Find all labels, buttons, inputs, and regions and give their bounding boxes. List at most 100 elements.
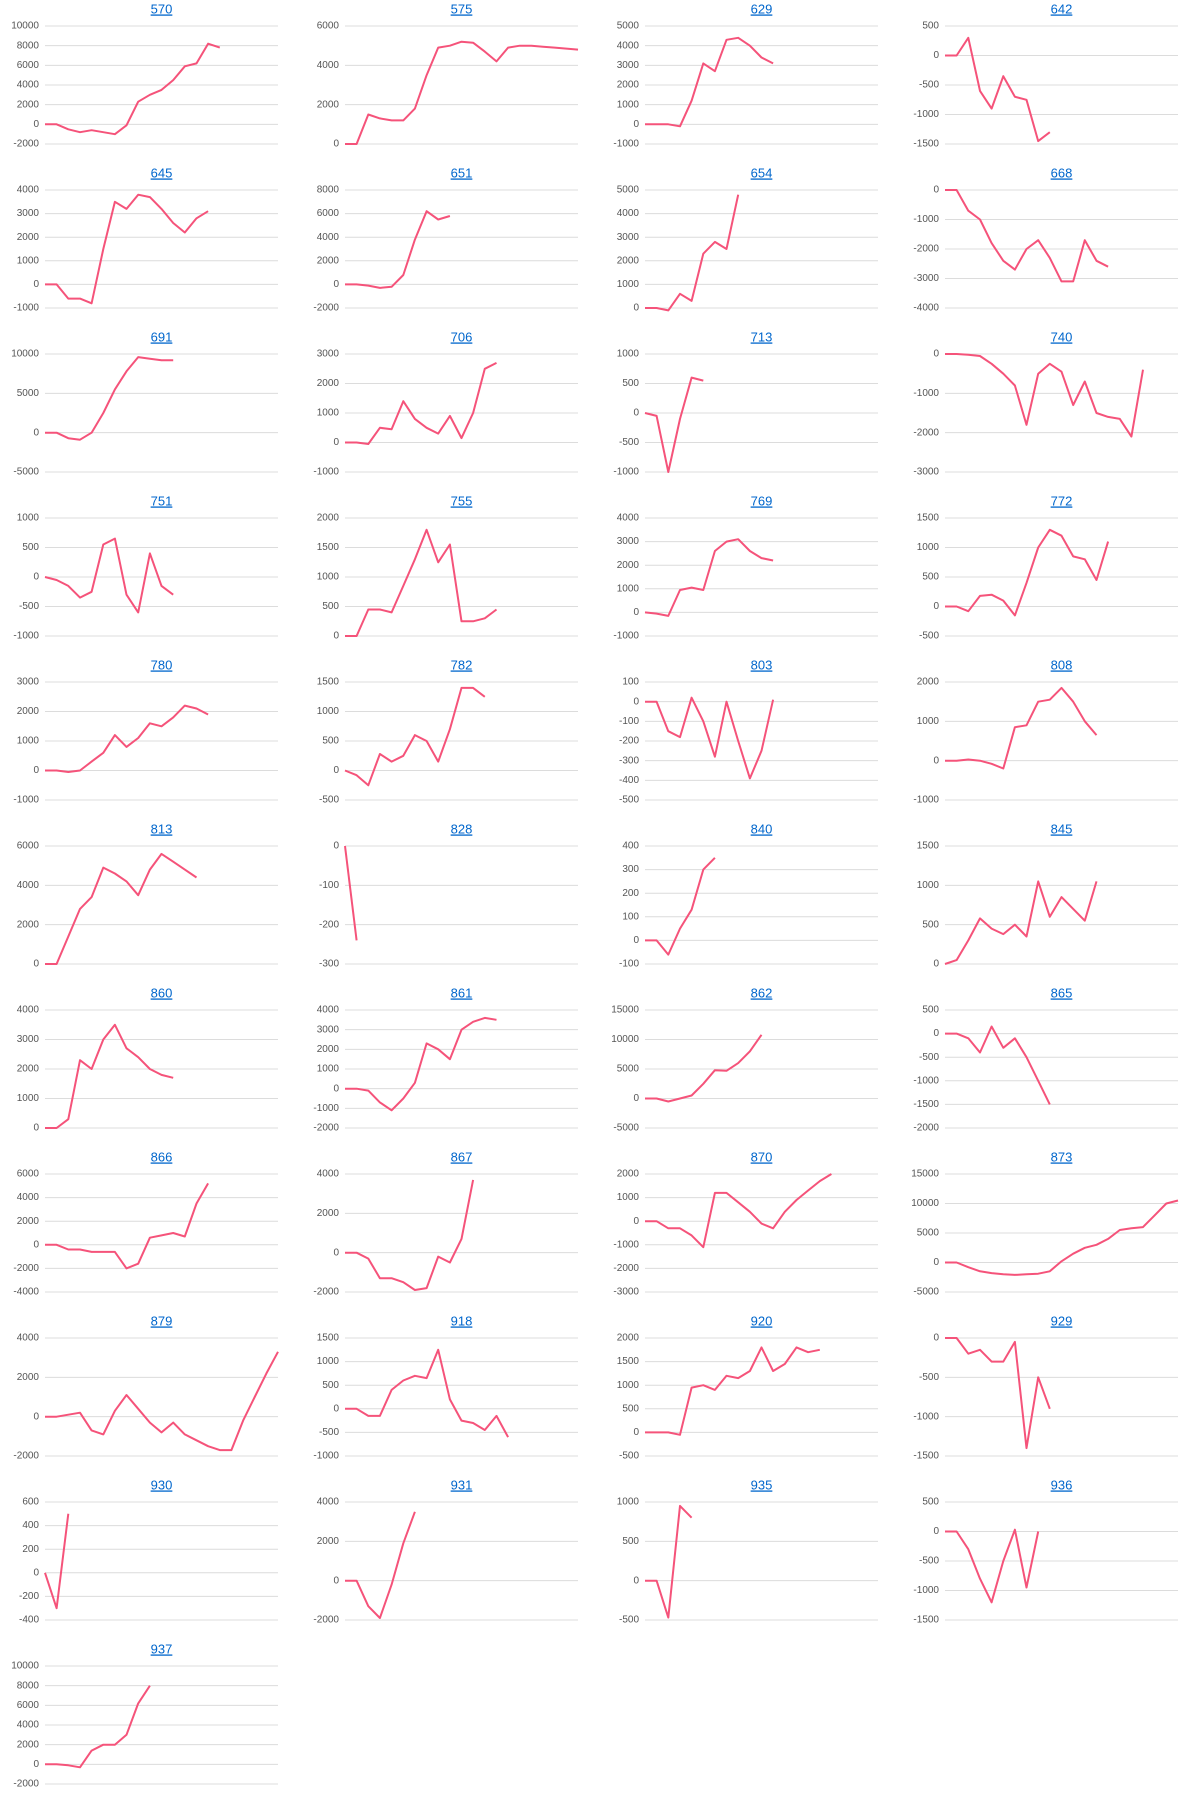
y-tick-label: -500 xyxy=(619,1451,639,1462)
y-tick-label: 2000 xyxy=(317,1208,340,1219)
y-tick-label: 0 xyxy=(633,408,639,419)
chart-title[interactable]: 870 xyxy=(751,1149,773,1164)
y-tick-label: -5000 xyxy=(613,1123,639,1134)
y-tick-label: 3000 xyxy=(617,60,640,71)
line-series xyxy=(645,1034,763,1103)
y-tick-label: 6000 xyxy=(17,1700,40,1711)
y-tick-label: -1000 xyxy=(913,1411,939,1422)
chart-title[interactable]: 936 xyxy=(1051,1477,1073,1492)
chart-title[interactable]: 840 xyxy=(751,821,773,836)
chart-title[interactable]: 879 xyxy=(151,1313,173,1328)
chart-title[interactable]: 642 xyxy=(1051,1,1073,16)
chart-title[interactable]: 570 xyxy=(151,1,173,16)
line-series xyxy=(45,356,174,441)
chart-title[interactable]: 755 xyxy=(451,493,473,508)
y-tick-label: 2000 xyxy=(617,1333,640,1344)
y-tick-label: 500 xyxy=(922,1497,939,1508)
chart-title[interactable]: 651 xyxy=(451,165,473,180)
y-tick-label: 0 xyxy=(633,1216,639,1227)
line-series xyxy=(45,1685,151,1769)
y-tick-label: -1000 xyxy=(913,795,939,806)
chart-title[interactable]: 873 xyxy=(1051,1149,1073,1164)
y-tick-label: 0 xyxy=(633,303,639,314)
y-tick-label: -500 xyxy=(319,1427,339,1438)
y-tick-label: 4000 xyxy=(17,1192,40,1203)
y-tick-label: -2000 xyxy=(913,427,939,438)
chart-title[interactable]: 929 xyxy=(1051,1313,1073,1328)
y-tick-label: 1000 xyxy=(17,513,40,524)
chart-title[interactable]: 769 xyxy=(751,493,773,508)
chart-title[interactable]: 780 xyxy=(151,657,173,672)
chart-title[interactable]: 935 xyxy=(751,1477,773,1492)
line-series xyxy=(345,362,497,445)
chart-title[interactable]: 867 xyxy=(451,1149,473,1164)
y-tick-label: 0 xyxy=(333,437,339,448)
y-tick-label: 1000 xyxy=(617,279,640,290)
y-tick-label: 0 xyxy=(33,572,39,583)
y-tick-label: 10000 xyxy=(911,1198,939,1209)
y-tick-label: -3000 xyxy=(913,273,939,284)
chart-title[interactable]: 808 xyxy=(1051,657,1073,672)
chart-title[interactable]: 713 xyxy=(751,329,773,344)
y-tick-label: 500 xyxy=(922,1005,939,1016)
y-tick-label: 15000 xyxy=(911,1169,939,1180)
y-tick-label: 4000 xyxy=(317,60,340,71)
y-tick-label: 5000 xyxy=(917,1228,940,1239)
y-tick-label: 0 xyxy=(933,1028,939,1039)
y-tick-label: 500 xyxy=(922,21,939,32)
y-tick-label: 4000 xyxy=(17,1720,40,1731)
chart-title[interactable]: 930 xyxy=(151,1477,173,1492)
y-tick-label: -2000 xyxy=(913,1123,939,1134)
chart-title[interactable]: 861 xyxy=(451,985,473,1000)
chart-title[interactable]: 645 xyxy=(151,165,173,180)
y-tick-label: -100 xyxy=(619,716,639,727)
chart-title[interactable]: 691 xyxy=(151,329,173,344)
y-tick-label: 4000 xyxy=(17,80,40,91)
y-tick-label: 0 xyxy=(333,1247,339,1258)
chart-title[interactable]: 860 xyxy=(151,985,173,1000)
y-tick-label: 1500 xyxy=(317,1333,340,1344)
y-tick-label: 2000 xyxy=(17,706,40,717)
chart-title[interactable]: 772 xyxy=(1051,493,1073,508)
chart-title[interactable]: 629 xyxy=(751,1,773,16)
chart-title[interactable]: 865 xyxy=(1051,985,1073,1000)
chart-title[interactable]: 740 xyxy=(1051,329,1073,344)
line-series xyxy=(345,1348,509,1438)
y-tick-label: 3000 xyxy=(617,232,640,243)
chart-title[interactable]: 920 xyxy=(751,1313,773,1328)
y-tick-label: 2000 xyxy=(317,378,340,389)
chart-title[interactable]: 575 xyxy=(451,1,473,16)
chart-title[interactable]: 931 xyxy=(451,1477,473,1492)
y-tick-label: 1000 xyxy=(17,736,40,747)
y-tick-label: -2000 xyxy=(313,1287,339,1298)
y-tick-label: 0 xyxy=(633,1575,639,1586)
chart-title[interactable]: 845 xyxy=(1051,821,1073,836)
chart-title[interactable]: 706 xyxy=(451,329,473,344)
chart-title[interactable]: 813 xyxy=(151,821,173,836)
chart-title[interactable]: 782 xyxy=(451,657,473,672)
y-tick-label: 2000 xyxy=(617,560,640,571)
chart-title[interactable]: 668 xyxy=(1051,165,1073,180)
line-series xyxy=(945,353,1144,438)
y-tick-label: 8000 xyxy=(17,1680,40,1691)
chart-title[interactable]: 654 xyxy=(751,165,773,180)
chart-title[interactable]: 828 xyxy=(451,821,473,836)
y-tick-label: -100 xyxy=(319,880,339,891)
chart-title[interactable]: 937 xyxy=(151,1641,173,1656)
y-tick-label: -500 xyxy=(619,437,639,448)
y-tick-label: 500 xyxy=(622,378,639,389)
y-tick-label: 300 xyxy=(622,864,639,875)
chart-title[interactable]: 751 xyxy=(151,493,173,508)
y-tick-label: -400 xyxy=(619,775,639,786)
chart-title[interactable]: 862 xyxy=(751,985,773,1000)
chart-title[interactable]: 803 xyxy=(751,657,773,672)
line-series xyxy=(45,704,209,773)
y-tick-label: 1000 xyxy=(617,99,640,110)
y-tick-label: -500 xyxy=(619,795,639,806)
chart-title[interactable]: 866 xyxy=(151,1149,173,1164)
line-series xyxy=(945,528,1110,617)
chart-title[interactable]: 918 xyxy=(451,1313,473,1328)
y-tick-label: 2000 xyxy=(917,677,940,688)
y-tick-label: 0 xyxy=(33,1759,39,1770)
y-tick-label: -1000 xyxy=(913,1585,939,1596)
